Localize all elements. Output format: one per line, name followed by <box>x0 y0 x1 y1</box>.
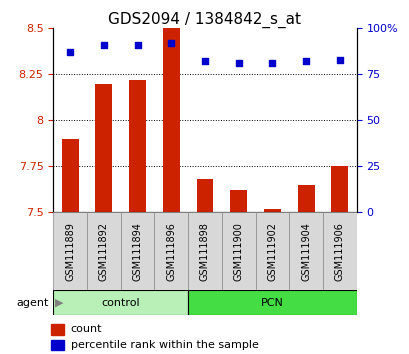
Text: GSM111906: GSM111906 <box>334 222 344 281</box>
Bar <box>230 190 247 212</box>
Bar <box>52 324 64 335</box>
Text: GSM111894: GSM111894 <box>132 222 142 281</box>
Bar <box>154 212 188 290</box>
Point <box>100 42 107 48</box>
Bar <box>62 139 79 212</box>
Bar <box>95 84 112 212</box>
Text: control: control <box>101 298 140 308</box>
Text: GSM111904: GSM111904 <box>300 222 310 281</box>
Text: GSM111896: GSM111896 <box>166 222 176 281</box>
Text: PCN: PCN <box>261 298 283 308</box>
Bar <box>53 290 188 315</box>
Bar <box>52 340 64 350</box>
Point <box>268 61 275 66</box>
Text: GSM111889: GSM111889 <box>65 222 75 281</box>
Text: agent: agent <box>17 298 49 308</box>
Bar <box>53 212 87 290</box>
Bar <box>196 179 213 212</box>
Bar <box>322 212 356 290</box>
Point <box>235 61 241 66</box>
Bar <box>188 290 356 315</box>
Text: GSM111900: GSM111900 <box>233 222 243 281</box>
Point <box>201 59 208 64</box>
Text: count: count <box>70 324 102 334</box>
Bar <box>297 185 314 212</box>
Point <box>336 57 342 62</box>
Bar <box>129 80 146 212</box>
Bar <box>263 209 280 212</box>
Bar <box>289 212 322 290</box>
Point <box>134 42 141 48</box>
Bar <box>188 212 221 290</box>
Text: percentile rank within the sample: percentile rank within the sample <box>70 340 258 350</box>
Point <box>302 59 309 64</box>
Bar <box>330 166 347 212</box>
Bar <box>120 212 154 290</box>
Text: ▶: ▶ <box>55 298 64 308</box>
Title: GDS2094 / 1384842_s_at: GDS2094 / 1384842_s_at <box>108 12 301 28</box>
Bar <box>221 212 255 290</box>
Bar <box>87 212 120 290</box>
Bar <box>255 212 289 290</box>
Bar <box>162 28 179 212</box>
Text: GSM111902: GSM111902 <box>267 222 277 281</box>
Text: GSM111898: GSM111898 <box>200 222 209 281</box>
Point <box>168 40 174 46</box>
Text: GSM111892: GSM111892 <box>99 222 109 281</box>
Point <box>67 50 73 55</box>
